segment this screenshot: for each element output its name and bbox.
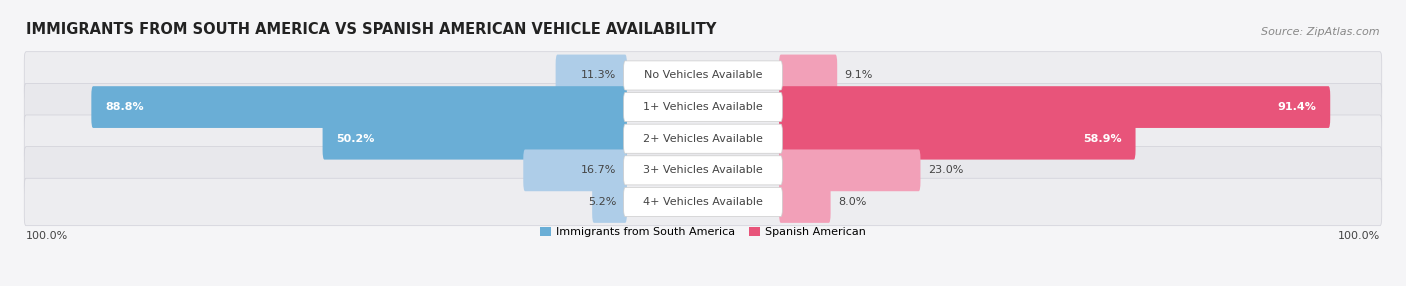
FancyBboxPatch shape [779,118,1136,160]
Text: 2+ Vehicles Available: 2+ Vehicles Available [643,134,763,144]
Text: 23.0%: 23.0% [928,165,963,175]
FancyBboxPatch shape [624,61,782,90]
FancyBboxPatch shape [91,86,627,128]
FancyBboxPatch shape [322,118,627,160]
FancyBboxPatch shape [624,124,782,153]
FancyBboxPatch shape [24,178,1382,226]
Text: 50.2%: 50.2% [336,134,375,144]
FancyBboxPatch shape [555,55,627,96]
FancyBboxPatch shape [779,86,1330,128]
Text: Source: ZipAtlas.com: Source: ZipAtlas.com [1261,27,1379,37]
FancyBboxPatch shape [779,55,837,96]
FancyBboxPatch shape [24,115,1382,162]
Text: 8.0%: 8.0% [838,197,866,207]
FancyBboxPatch shape [24,83,1382,131]
FancyBboxPatch shape [624,156,782,185]
FancyBboxPatch shape [779,150,921,191]
Legend: Immigrants from South America, Spanish American: Immigrants from South America, Spanish A… [536,223,870,242]
FancyBboxPatch shape [779,181,831,223]
Text: 100.0%: 100.0% [1337,231,1379,241]
FancyBboxPatch shape [24,147,1382,194]
Text: 1+ Vehicles Available: 1+ Vehicles Available [643,102,763,112]
Text: IMMIGRANTS FROM SOUTH AMERICA VS SPANISH AMERICAN VEHICLE AVAILABILITY: IMMIGRANTS FROM SOUTH AMERICA VS SPANISH… [27,22,717,37]
Text: 16.7%: 16.7% [581,165,616,175]
Text: 5.2%: 5.2% [588,197,616,207]
Text: 88.8%: 88.8% [105,102,143,112]
FancyBboxPatch shape [523,150,627,191]
Text: 3+ Vehicles Available: 3+ Vehicles Available [643,165,763,175]
FancyBboxPatch shape [592,181,627,223]
FancyBboxPatch shape [624,93,782,122]
Text: No Vehicles Available: No Vehicles Available [644,70,762,80]
Text: 58.9%: 58.9% [1083,134,1122,144]
Text: 11.3%: 11.3% [581,70,616,80]
FancyBboxPatch shape [624,187,782,217]
Text: 91.4%: 91.4% [1278,102,1316,112]
Text: 9.1%: 9.1% [845,70,873,80]
Text: 100.0%: 100.0% [27,231,69,241]
Text: 4+ Vehicles Available: 4+ Vehicles Available [643,197,763,207]
FancyBboxPatch shape [24,52,1382,99]
